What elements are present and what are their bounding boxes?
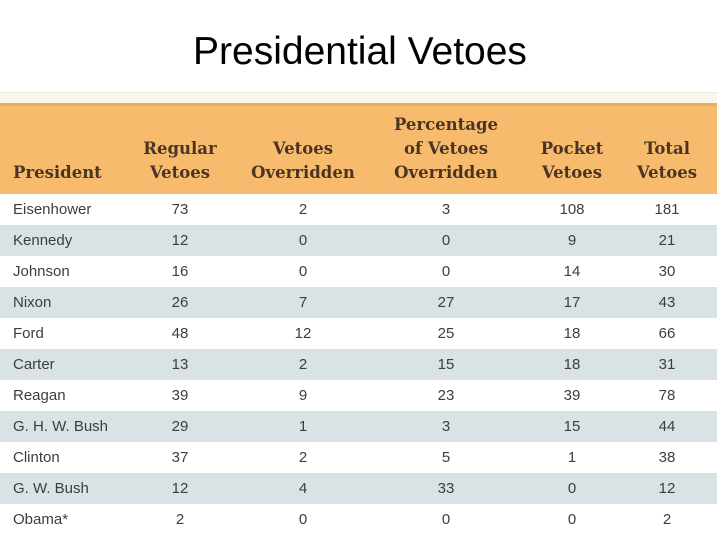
president-name-cell: Johnson: [0, 255, 119, 287]
president-name-cell: Reagan: [0, 379, 119, 411]
value-cell: 2: [241, 348, 365, 380]
value-cell: 15: [365, 348, 527, 380]
value-cell: 1: [241, 410, 365, 442]
presidential-vetoes-table: President Regular Vetoes Vetoes Overridden Pe…: [0, 103, 717, 535]
value-cell: 33: [365, 472, 527, 504]
value-cell: 39: [527, 379, 617, 411]
value-cell: 38: [617, 441, 717, 473]
value-cell: 16: [119, 255, 241, 287]
column-header-president: President: [0, 103, 119, 194]
value-cell: 2: [241, 441, 365, 473]
table-row: Nixon 26 7 27 17 43: [0, 286, 717, 318]
value-cell: 181: [617, 193, 717, 225]
president-name-cell: Nixon: [0, 286, 119, 318]
value-cell: 9: [241, 379, 365, 411]
value-cell: 39: [119, 379, 241, 411]
table-row: Obama* 2 0 0 0 2: [0, 503, 717, 535]
value-cell: 3: [365, 193, 527, 225]
president-name-cell: Obama*: [0, 503, 119, 535]
table-header-row: President Regular Vetoes Vetoes Overridden Pe…: [0, 103, 717, 194]
value-cell: 0: [365, 224, 527, 256]
value-cell: 14: [527, 255, 617, 287]
table-row: G. H. W. Bush 29 1 3 15 44: [0, 410, 717, 442]
value-cell: 73: [119, 193, 241, 225]
value-cell: 43: [617, 286, 717, 318]
value-cell: 30: [617, 255, 717, 287]
column-header-pocket-vetoes: Pocket Vetoes: [527, 103, 617, 194]
table-top-margin-strip: [0, 92, 717, 104]
column-header-total-vetoes: Total Vetoes: [617, 103, 717, 194]
value-cell: 44: [617, 410, 717, 442]
value-cell: 31: [617, 348, 717, 380]
value-cell: 37: [119, 441, 241, 473]
president-name-cell: Ford: [0, 317, 119, 349]
value-cell: 66: [617, 317, 717, 349]
value-cell: 48: [119, 317, 241, 349]
value-cell: 18: [527, 348, 617, 380]
value-cell: 12: [119, 224, 241, 256]
value-cell: 0: [365, 255, 527, 287]
value-cell: 2: [119, 503, 241, 535]
value-cell: 0: [241, 224, 365, 256]
value-cell: 0: [365, 503, 527, 535]
table-row: Clinton 37 2 5 1 38: [0, 441, 717, 473]
president-name-cell: Clinton: [0, 441, 119, 473]
value-cell: 0: [241, 503, 365, 535]
value-cell: 2: [241, 193, 365, 225]
value-cell: 2: [617, 503, 717, 535]
value-cell: 13: [119, 348, 241, 380]
table-row: Eisenhower 73 2 3 108 181: [0, 193, 717, 225]
value-cell: 12: [617, 472, 717, 504]
table-row: Reagan 39 9 23 39 78: [0, 379, 717, 411]
president-name-cell: G. W. Bush: [0, 472, 119, 504]
table-row: Ford 48 12 25 18 66: [0, 317, 717, 349]
value-cell: 0: [527, 472, 617, 504]
value-cell: 3: [365, 410, 527, 442]
value-cell: 108: [527, 193, 617, 225]
president-name-cell: G. H. W. Bush: [0, 410, 119, 442]
table-header: President Regular Vetoes Vetoes Overridden Pe…: [0, 103, 717, 194]
value-cell: 7: [241, 286, 365, 318]
column-header-regular-vetoes: Regular Vetoes: [119, 103, 241, 194]
value-cell: 12: [241, 317, 365, 349]
value-cell: 4: [241, 472, 365, 504]
column-header-vetoes-overridden: Vetoes Overridden: [241, 103, 365, 194]
value-cell: 5: [365, 441, 527, 473]
president-name-cell: Eisenhower: [0, 193, 119, 225]
table-body: Eisenhower 73 2 3 108 181 Kennedy 12 0 0 9 21 Johnso…: [0, 193, 717, 535]
table-row: Kennedy 12 0 0 9 21: [0, 224, 717, 256]
value-cell: 0: [241, 255, 365, 287]
value-cell: 26: [119, 286, 241, 318]
value-cell: 0: [527, 503, 617, 535]
value-cell: 12: [119, 472, 241, 504]
value-cell: 17: [527, 286, 617, 318]
value-cell: 21: [617, 224, 717, 256]
value-cell: 18: [527, 317, 617, 349]
value-cell: 25: [365, 317, 527, 349]
column-header-pct-vetoes-overridden: Percentage of Vetoes Overridden: [365, 103, 527, 194]
president-name-cell: Kennedy: [0, 224, 119, 256]
value-cell: 29: [119, 410, 241, 442]
table-row: Carter 13 2 15 18 31: [0, 348, 717, 380]
value-cell: 78: [617, 379, 717, 411]
table-row: G. W. Bush 12 4 33 0 12: [0, 472, 717, 504]
value-cell: 23: [365, 379, 527, 411]
value-cell: 1: [527, 441, 617, 473]
slide-title: Presidential Vetoes: [193, 30, 527, 73]
value-cell: 27: [365, 286, 527, 318]
value-cell: 9: [527, 224, 617, 256]
value-cell: 15: [527, 410, 617, 442]
table-row: Johnson 16 0 0 14 30: [0, 255, 717, 287]
president-name-cell: Carter: [0, 348, 119, 380]
